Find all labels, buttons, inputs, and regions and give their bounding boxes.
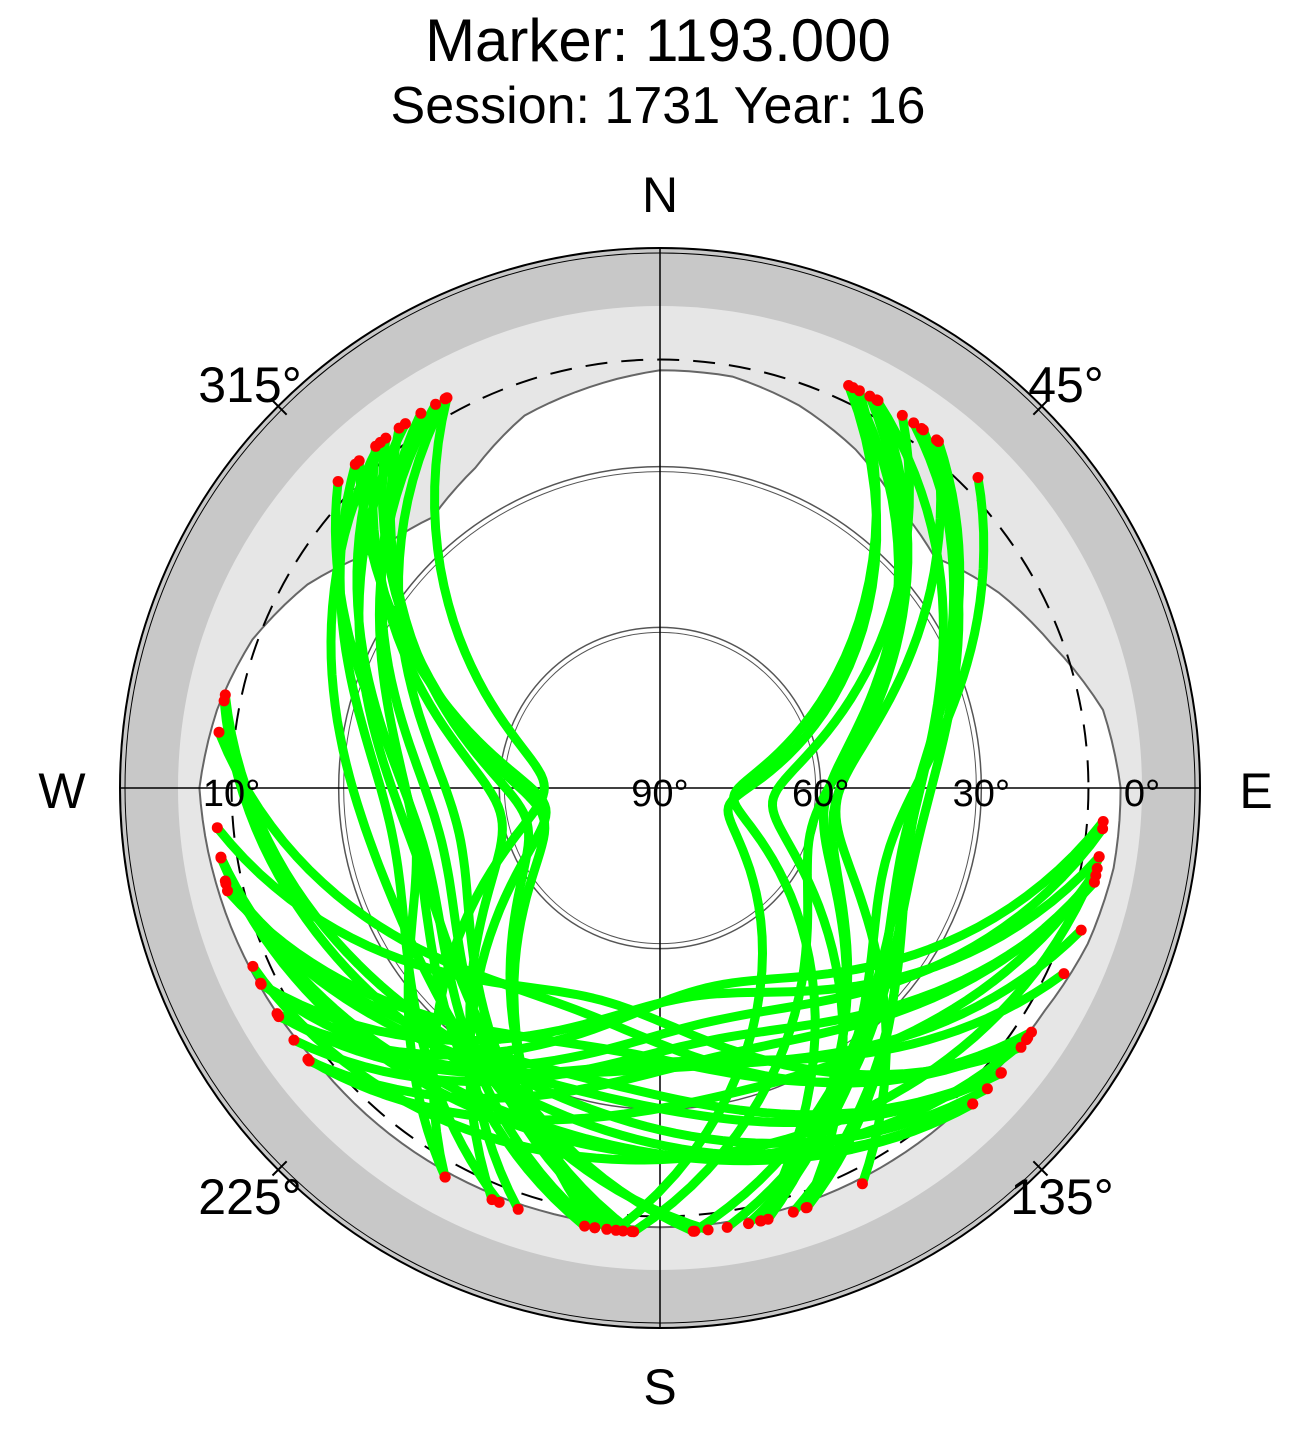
track-end-point-34 <box>1093 851 1105 863</box>
satellite-track-8 <box>729 386 881 1226</box>
track-end-point-32 <box>1058 968 1070 980</box>
track-end-point-25 <box>439 1171 451 1183</box>
satellite-track-4 <box>831 435 946 1189</box>
track-end-point-26 <box>1075 924 1087 936</box>
azimuth-tick-315 <box>271 399 288 416</box>
track-end-point-42 <box>211 822 223 834</box>
track-start-point-36 <box>981 1083 993 1095</box>
track-start-point-25 <box>441 392 453 404</box>
track-start-point-30 <box>303 1055 315 1067</box>
satellite-track-7 <box>611 381 882 1235</box>
track-end-point-6 <box>743 1218 754 1230</box>
track-start-point-28 <box>288 1034 300 1046</box>
track-start-point-0 <box>908 417 920 429</box>
track-end-point-43 <box>215 852 227 864</box>
track-start-point-42 <box>1015 1041 1027 1053</box>
satellite-track-24 <box>354 456 551 1205</box>
azimuth-tick-225 <box>271 1160 288 1177</box>
track-start-point-8 <box>853 385 865 397</box>
track-end-point-20 <box>626 1226 638 1238</box>
track-end-point-12 <box>787 1206 799 1218</box>
cardinal-label-south: S <box>643 1359 676 1415</box>
track-end-point-39 <box>218 695 230 707</box>
azimuth-label-135: 135° <box>1010 1169 1113 1225</box>
track-end-point-41 <box>219 875 231 887</box>
track-start-point-15 <box>430 398 442 410</box>
satellite-track-42 <box>212 823 1026 1080</box>
track-start-point-9 <box>864 390 876 402</box>
elevation-label-east-30: 30° <box>953 773 1010 815</box>
chart-title: Marker: 1193.000 <box>425 7 891 74</box>
track-end-point-10 <box>801 1202 813 1213</box>
track-start-point-3 <box>896 409 908 421</box>
track-start-point-12 <box>916 423 927 434</box>
track-start-point-7 <box>843 380 855 391</box>
track-end-point-4 <box>856 1178 868 1190</box>
track-end-point-18 <box>702 1224 714 1236</box>
elevation-label-west-10: 10° <box>203 773 260 815</box>
satellite-track-43 <box>216 853 1033 1162</box>
azimuth-label-225: 225° <box>198 1169 301 1225</box>
cardinal-label-north: N <box>642 167 678 223</box>
elevation-label-east-60: 60° <box>792 773 849 815</box>
track-end-point-30 <box>1090 870 1102 881</box>
satellite-track-40 <box>221 879 1006 1127</box>
azimuth-tick-135 <box>1032 1160 1049 1177</box>
track-end-point-0 <box>721 1221 733 1233</box>
track-start-point-39 <box>967 1098 979 1110</box>
cardinal-label-west: W <box>38 763 86 819</box>
track-end-point-19 <box>512 1203 524 1215</box>
track-end-point-33 <box>1097 823 1109 835</box>
elevation-label-east-90: 90° <box>631 773 688 815</box>
satellite-track-39 <box>219 696 978 1161</box>
track-start-point-13 <box>415 407 427 419</box>
track-start-point-29 <box>255 978 267 990</box>
track-end-point-16 <box>601 1223 613 1235</box>
track-end-point-22 <box>589 1222 601 1234</box>
track-end-point-35 <box>213 726 225 738</box>
track-start-point-22 <box>374 437 386 448</box>
track-end-point-11 <box>755 1215 766 1227</box>
track-end-point-13 <box>617 1225 629 1237</box>
track-start-point-43 <box>1022 1032 1034 1044</box>
azimuth-label-45: 45° <box>1028 357 1104 413</box>
track-end-point-15 <box>579 1220 591 1232</box>
track-end-point-24 <box>486 1194 498 1206</box>
track-start-point-17 <box>399 418 411 430</box>
satellite-track-41 <box>220 876 1006 1120</box>
satellite-track-12 <box>788 424 959 1217</box>
track-start-point-24 <box>353 455 365 467</box>
track-start-point-10 <box>932 436 944 447</box>
elevation-label-east-0: 0° <box>1124 773 1160 815</box>
track-start-point-14 <box>332 476 344 487</box>
track-start-point-41 <box>995 1067 1007 1079</box>
azimuth-label-315: 315° <box>198 357 301 413</box>
cardinal-label-east: E <box>1239 763 1272 819</box>
satellite-track-27 <box>303 863 1102 1125</box>
track-end-point-17 <box>687 1225 699 1237</box>
chart-subtitle: Session: 1731 Year: 16 <box>390 77 926 135</box>
track-start-point-33 <box>271 1008 283 1020</box>
azimuth-tick-45 <box>1032 399 1049 416</box>
track-start-point-34 <box>247 960 259 972</box>
track-start-point-11 <box>972 472 984 483</box>
